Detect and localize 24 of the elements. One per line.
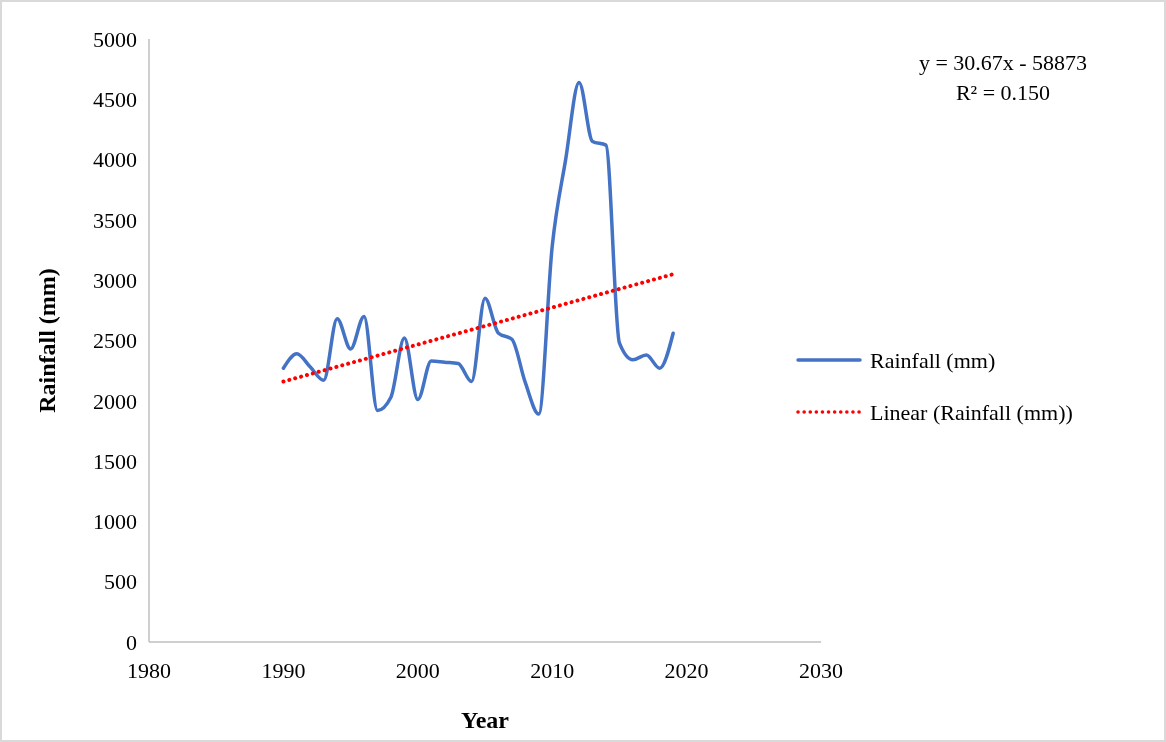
x-tick-label: 1990 [261,658,306,683]
y-tick-label: 4000 [93,147,137,173]
y-tick-label: 4500 [93,87,137,112]
y-tick-label: 2500 [93,328,137,354]
x-tick-label: 1980 [127,658,171,683]
y-tick-label: 5000 [93,26,137,52]
y-tick-label: 1500 [93,448,137,474]
text: R² = 0.150 [955,80,1051,105]
text: y = 30.67x - 58873 [918,50,1088,75]
x-axis-title: Year [461,707,510,733]
y-tick-label: 0 [126,629,137,655]
x-tick-label: 2010 [530,658,575,683]
y-tick-label: 3000 [93,267,137,293]
x-tick-label: 2030 [799,658,843,683]
y-tick-label: 500 [104,569,137,595]
y-tick-label: 3500 [93,207,137,233]
y-tick-label: 2000 [93,388,137,414]
x-tick-label: 2000 [395,658,440,683]
x-tick-label: 2020 [664,658,709,683]
line-series [281,80,675,416]
y-axis-title: Rainfall (mm) [34,268,60,413]
legend-label: Rainfall (mm) [870,347,996,373]
y-tick-label: 1000 [93,509,137,535]
legend-label: Linear (Rainfall (mm)) [870,399,1073,425]
